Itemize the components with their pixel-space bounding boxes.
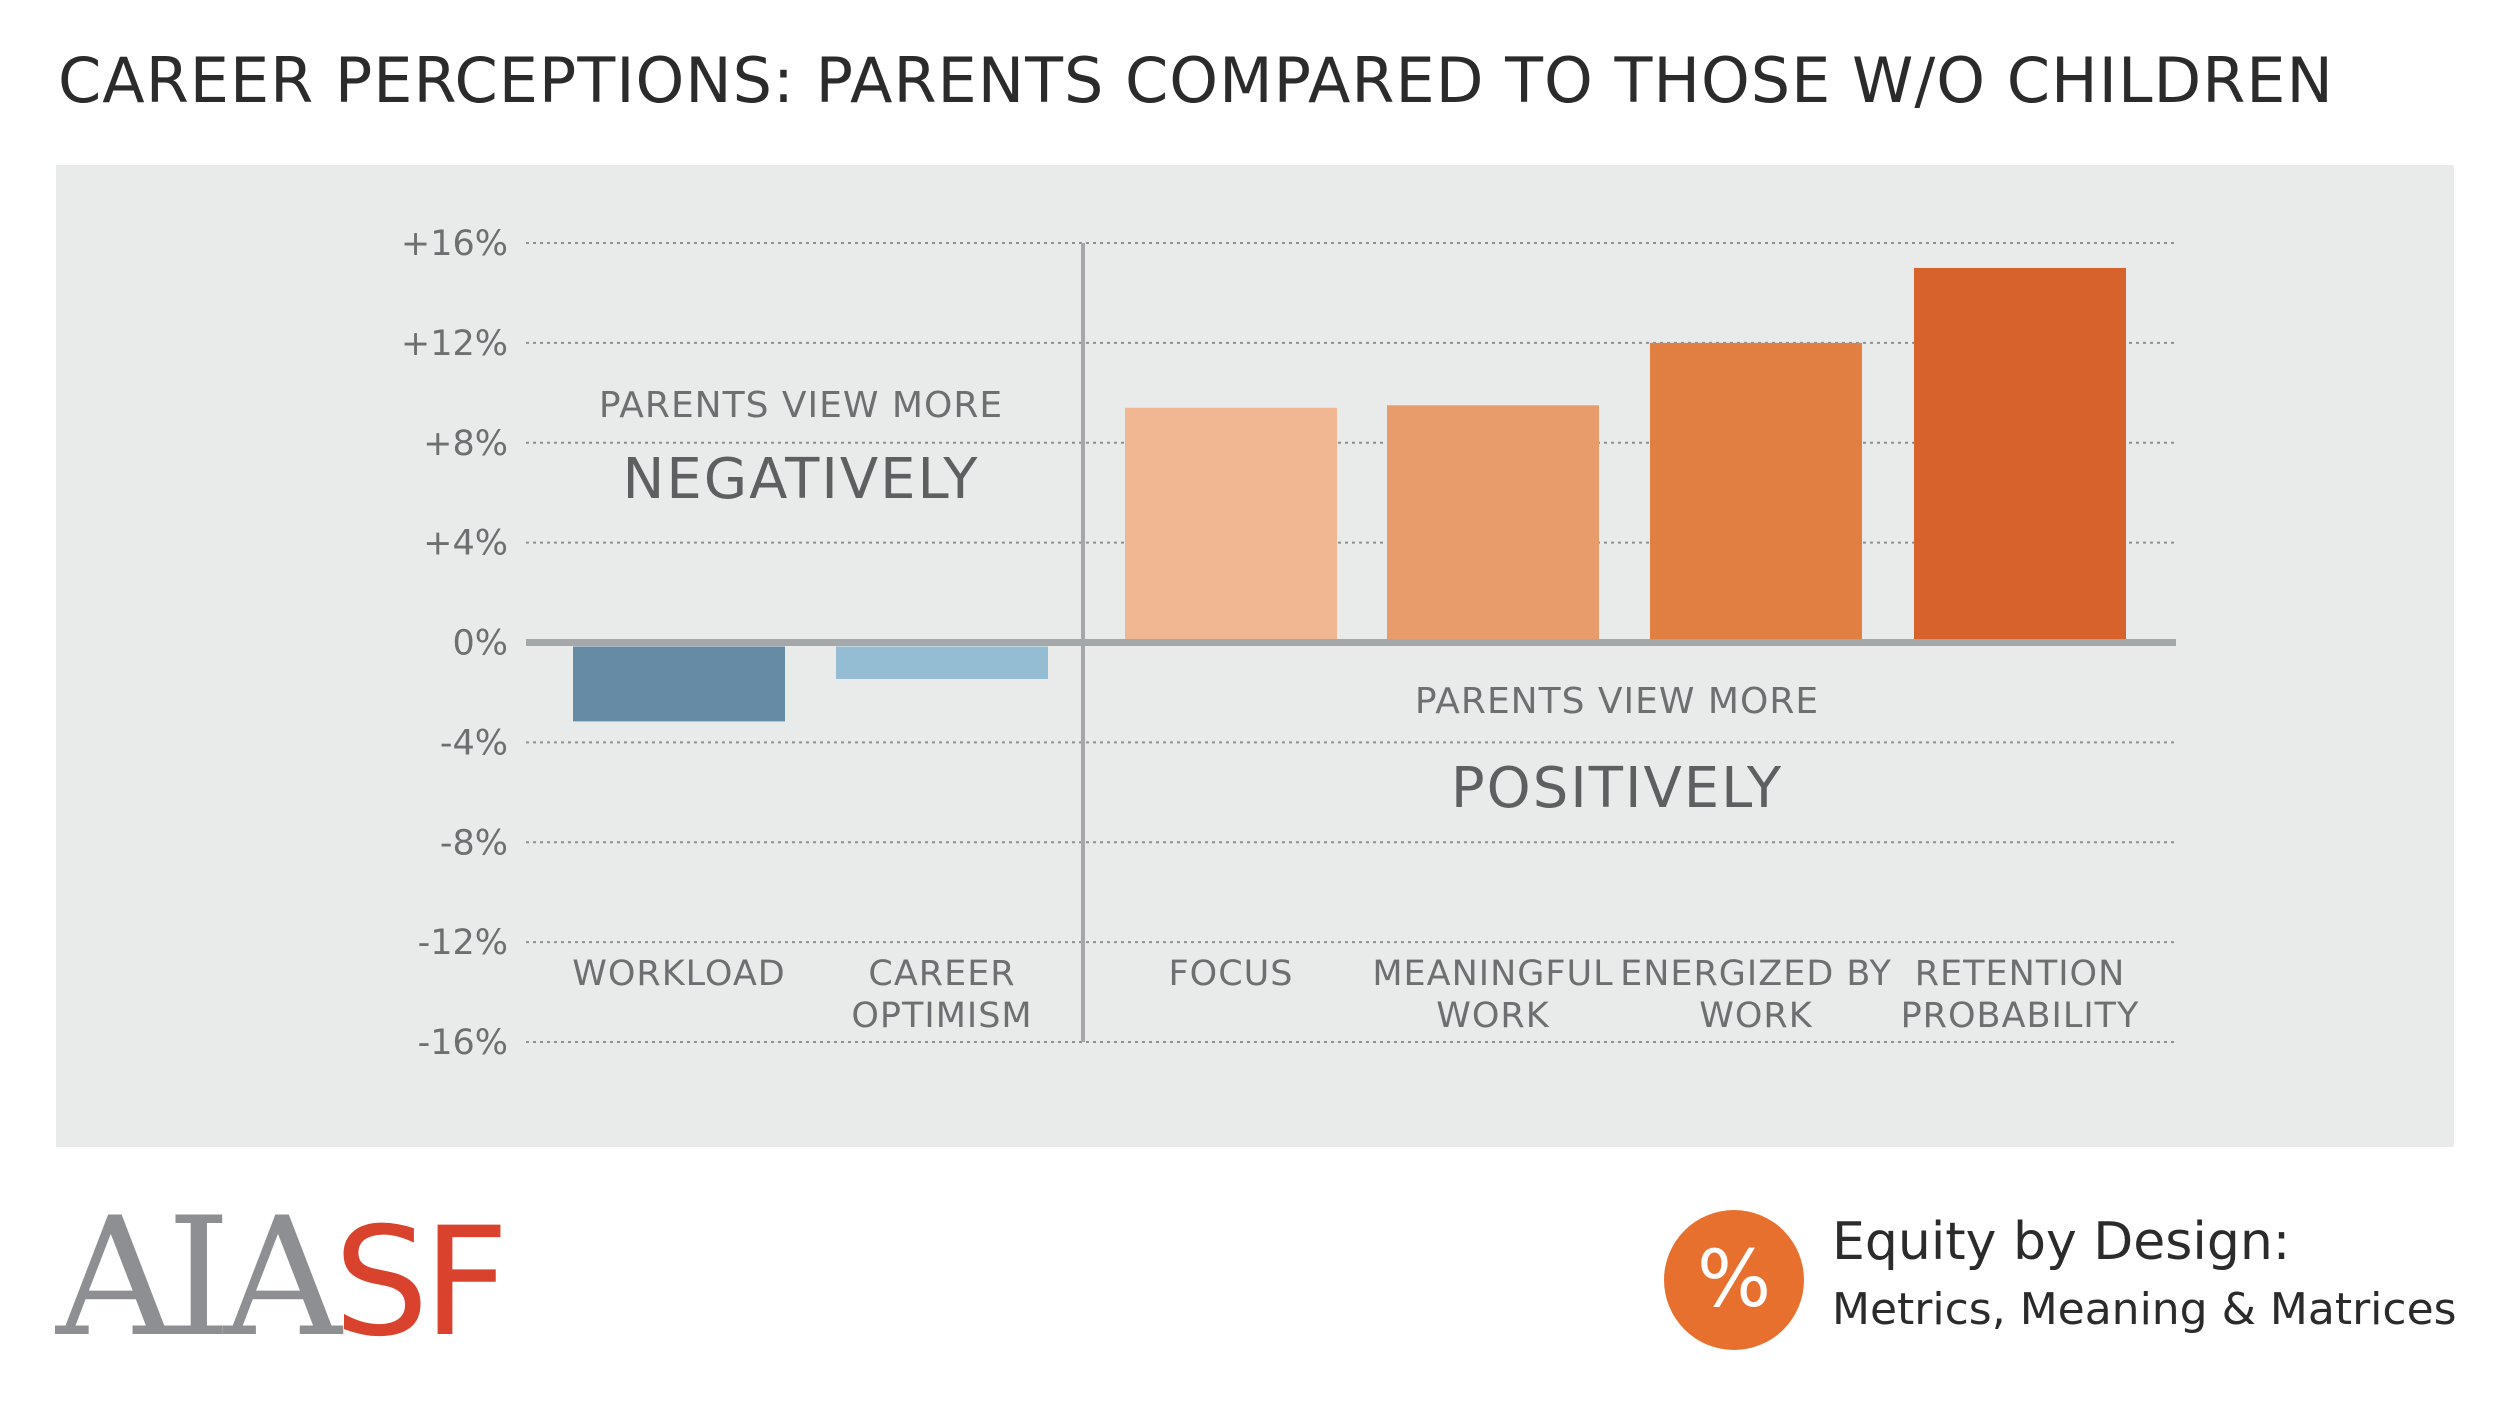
y-tick-label: +16% — [401, 224, 508, 264]
gridlines — [526, 242, 2176, 1043]
logo-aia-text: AIA — [56, 1182, 342, 1373]
page-title: CAREER PERCEPTIONS: PARENTS COMPARED TO … — [58, 44, 2334, 117]
category-label: FOCUS — [1169, 954, 1294, 994]
category-label: PROBABILITY — [1901, 996, 2140, 1036]
y-tick-label: -16% — [418, 1023, 508, 1063]
bar — [573, 646, 785, 722]
y-tick-label: +8% — [423, 424, 508, 464]
aiasf-logo: AIASF — [56, 1196, 509, 1360]
y-tick-label: +4% — [423, 524, 508, 564]
brand-subtitle: Metrics, Meaning & Matrices — [1832, 1284, 2457, 1335]
category-label: ENERGIZED BY — [1620, 954, 1892, 994]
bar — [1650, 342, 1862, 643]
logo-sf-text: SF — [333, 1196, 509, 1370]
bar — [1125, 407, 1337, 643]
negative-annotation-big: NEGATIVELY — [622, 447, 979, 512]
axes — [526, 243, 2176, 1042]
y-tick-label: -4% — [440, 723, 508, 763]
category-label: CAREER — [868, 954, 1015, 994]
positive-annotation-big: POSITIVELY — [1451, 756, 1783, 821]
bars — [573, 267, 2126, 722]
category-label: OPTIMISM — [851, 996, 1032, 1036]
category-label: WORKLOAD — [572, 954, 786, 994]
category-label: MEANINGFUL — [1372, 954, 1613, 994]
bar-chart: +16% +12% +8% +4% 0% -4% -8% -12% -16% WORKLOAD C… — [401, 224, 2176, 1063]
brand-title: Equity by Design: — [1832, 1212, 2291, 1272]
y-axis-ticks: +16% +12% +8% +4% 0% -4% -8% -12% -16% — [401, 224, 508, 1063]
percent-badge-icon: % — [1664, 1210, 1804, 1350]
y-tick-label: 0% — [452, 624, 508, 664]
bar — [1387, 405, 1599, 643]
chart-panel: +16% +12% +8% +4% 0% -4% -8% -12% -16% WORKLOAD C… — [56, 165, 2454, 1147]
negative-annotation-small: PARENTS VIEW MORE — [599, 385, 1003, 426]
bar — [836, 646, 1048, 679]
annotations: PARENTS VIEW MORE NEGATIVELY PARENTS VIE… — [599, 385, 1819, 821]
y-tick-label: +12% — [401, 324, 508, 364]
y-tick-label: -12% — [418, 923, 508, 963]
positive-annotation-small: PARENTS VIEW MORE — [1415, 681, 1819, 722]
category-label: WORK — [1436, 996, 1549, 1036]
category-label: RETENTION — [1915, 954, 2126, 994]
category-label: WORK — [1699, 996, 1812, 1036]
bar — [1914, 267, 2126, 643]
y-tick-label: -8% — [440, 823, 508, 863]
